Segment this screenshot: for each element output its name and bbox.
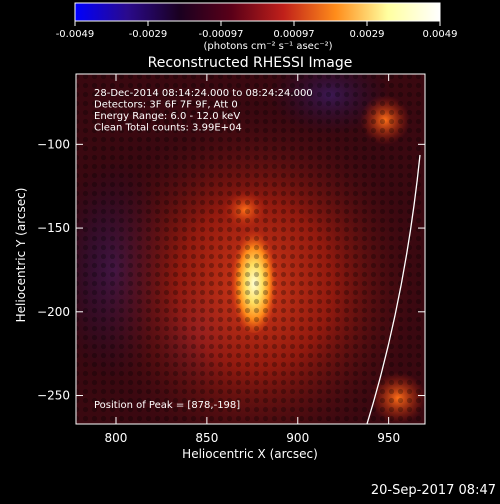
colorbar-gradient (74, 2, 441, 22)
y-tick-label: −250 (37, 389, 70, 403)
colorbar-tick-label: 0.00097 (273, 29, 314, 40)
heatmap-plot (76, 74, 425, 424)
y-tick-label: −200 (37, 305, 70, 319)
annotation-block: 28-Dec-2014 08:14:24.000 to 08:24:24.000… (94, 88, 313, 134)
colorbar-tick-label: 0.0029 (350, 29, 385, 40)
colorbar-ticks: -0.0049 -0.0029 -0.00097 0.00097 0.0029 0.004… (56, 21, 458, 40)
y-axis: −100 −150 −200 −250 (37, 137, 425, 403)
x-axis: 800 850 900 950 (105, 74, 400, 445)
footer-timestamp: 20-Sep-2017 08:47 (371, 483, 496, 498)
colorbar-unit-label: (photons cm⁻² s⁻¹ asec⁻²) (203, 41, 332, 52)
plot-frame (75, 73, 426, 425)
annotation-line: 28-Dec-2014 08:14:24.000 to 08:24:24.000 (94, 88, 313, 99)
colorbar: -0.0049 -0.0029 -0.00097 0.00097 0.0029 0.004… (56, 2, 458, 52)
y-tick-label: −100 (37, 137, 70, 151)
colorbar-tick-label: -0.00097 (199, 29, 244, 40)
x-tick-label: 900 (286, 431, 309, 445)
y-axis-label: Heliocentric Y (arcsec) (14, 188, 28, 323)
colorbar-tick-label: -0.0049 (56, 29, 95, 40)
annotation-line: Clean Total counts: 3.99E+04 (94, 123, 242, 134)
peak-position-label: Position of Peak = [878,-198] (94, 400, 240, 411)
colorbar-tick-label: 0.0049 (423, 29, 458, 40)
y-tick-label: −150 (37, 221, 70, 235)
ripple-texture (76, 74, 425, 424)
solar-limb (366, 154, 421, 424)
x-tick-label: 800 (105, 431, 128, 445)
colorbar-tick-label: -0.0029 (129, 29, 168, 40)
x-axis-label: Heliocentric X (arcsec) (182, 447, 318, 461)
chart-title: Reconstructed RHESSI Image (148, 55, 353, 71)
annotation-line: Energy Range: 6.0 - 12.0 keV (94, 111, 240, 122)
x-tick-label: 850 (195, 431, 218, 445)
x-tick-label: 950 (377, 431, 400, 445)
annotation-line: Detectors: 3F 6F 7F 9F, Att 0 (94, 100, 238, 111)
